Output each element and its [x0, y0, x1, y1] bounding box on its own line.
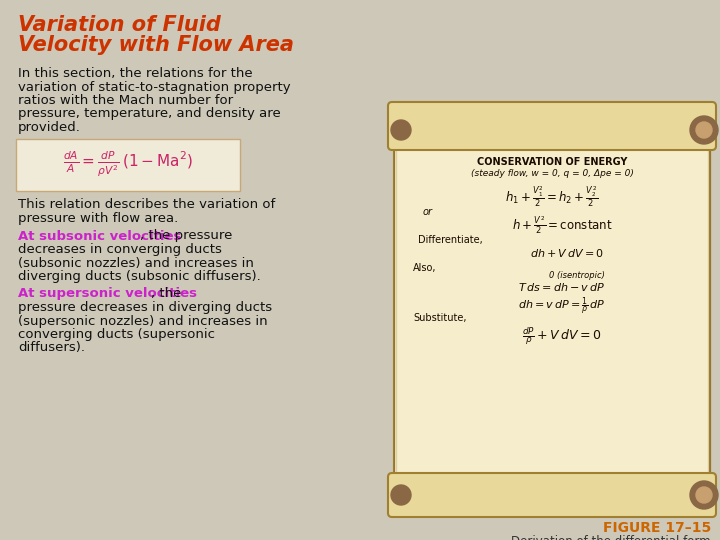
Text: (subsonic nozzles) and increases in: (subsonic nozzles) and increases in [18, 256, 254, 269]
Text: Also,: Also, [413, 262, 436, 273]
Text: Substitute,: Substitute, [413, 313, 467, 323]
Circle shape [696, 122, 712, 138]
Text: $\frac{dP}{\rho} + V\,dV = 0$: $\frac{dP}{\rho} + V\,dV = 0$ [523, 325, 602, 347]
Text: In this section, the relations for the: In this section, the relations for the [18, 67, 253, 80]
Text: decreases in converging ducts: decreases in converging ducts [18, 243, 222, 256]
Text: $T\,ds = dh - v\,dP$: $T\,ds = dh - v\,dP$ [518, 281, 606, 293]
Text: , the pressure: , the pressure [140, 230, 233, 242]
Text: Variation of Fluid: Variation of Fluid [18, 15, 221, 35]
Text: or: or [423, 207, 433, 218]
Text: At subsonic velocities: At subsonic velocities [18, 230, 181, 242]
Text: diverging ducts (subsonic diffusers).: diverging ducts (subsonic diffusers). [18, 270, 261, 283]
Text: FIGURE 17–15: FIGURE 17–15 [603, 521, 711, 535]
FancyBboxPatch shape [388, 473, 716, 517]
FancyBboxPatch shape [388, 102, 716, 150]
Text: $dh = v\,dP = \frac{1}{\rho}\,dP$: $dh = v\,dP = \frac{1}{\rho}\,dP$ [518, 295, 606, 318]
FancyBboxPatch shape [16, 138, 240, 191]
Text: (supersonic nozzles) and increases in: (supersonic nozzles) and increases in [18, 314, 268, 327]
Circle shape [696, 487, 712, 503]
Text: $h + \frac{V^2}{2} = \mathrm{constant}$: $h + \frac{V^2}{2} = \mathrm{constant}$ [512, 214, 613, 237]
Text: At supersonic velocities: At supersonic velocities [18, 287, 197, 300]
Text: diffusers).: diffusers). [18, 341, 85, 354]
Circle shape [391, 485, 411, 505]
Text: , the: , the [151, 287, 181, 300]
Text: pressure decreases in diverging ducts: pressure decreases in diverging ducts [18, 301, 272, 314]
Text: $dh + V\,dV = 0$: $dh + V\,dV = 0$ [530, 247, 604, 259]
Text: (steady flow, w = 0, q = 0, Δpe = 0): (steady flow, w = 0, q = 0, Δpe = 0) [471, 169, 634, 178]
Circle shape [690, 481, 718, 509]
Text: Velocity with Flow Area: Velocity with Flow Area [18, 35, 294, 55]
Text: CONSERVATION OF ENERGY: CONSERVATION OF ENERGY [477, 157, 627, 167]
Circle shape [690, 116, 718, 144]
Text: ratios with the Mach number for: ratios with the Mach number for [18, 94, 233, 107]
Text: Differentiate,: Differentiate, [418, 235, 482, 245]
Text: pressure, temperature, and density are: pressure, temperature, and density are [18, 107, 281, 120]
Text: $\frac{dA}{A} = \frac{dP}{\rho V^2}\,(1 - \mathrm{Ma}^2)$: $\frac{dA}{A} = \frac{dP}{\rho V^2}\,(1 … [63, 150, 193, 179]
FancyBboxPatch shape [393, 503, 720, 540]
Text: variation of static-to-stagnation property: variation of static-to-stagnation proper… [18, 80, 291, 93]
Text: provided.: provided. [18, 121, 81, 134]
Text: $h_1 + \frac{V_1^2}{2} = h_2 + \frac{V_2^2}{2}$: $h_1 + \frac{V_1^2}{2} = h_2 + \frac{V_2… [505, 185, 598, 209]
Text: converging ducts (supersonic: converging ducts (supersonic [18, 328, 215, 341]
Circle shape [391, 120, 411, 140]
Text: This relation describes the variation of: This relation describes the variation of [18, 199, 275, 212]
Text: Derivation of the differential form: Derivation of the differential form [511, 535, 711, 540]
FancyBboxPatch shape [394, 118, 710, 509]
Text: 0 (isentropic): 0 (isentropic) [549, 271, 605, 280]
Text: pressure with flow area.: pressure with flow area. [18, 212, 179, 225]
